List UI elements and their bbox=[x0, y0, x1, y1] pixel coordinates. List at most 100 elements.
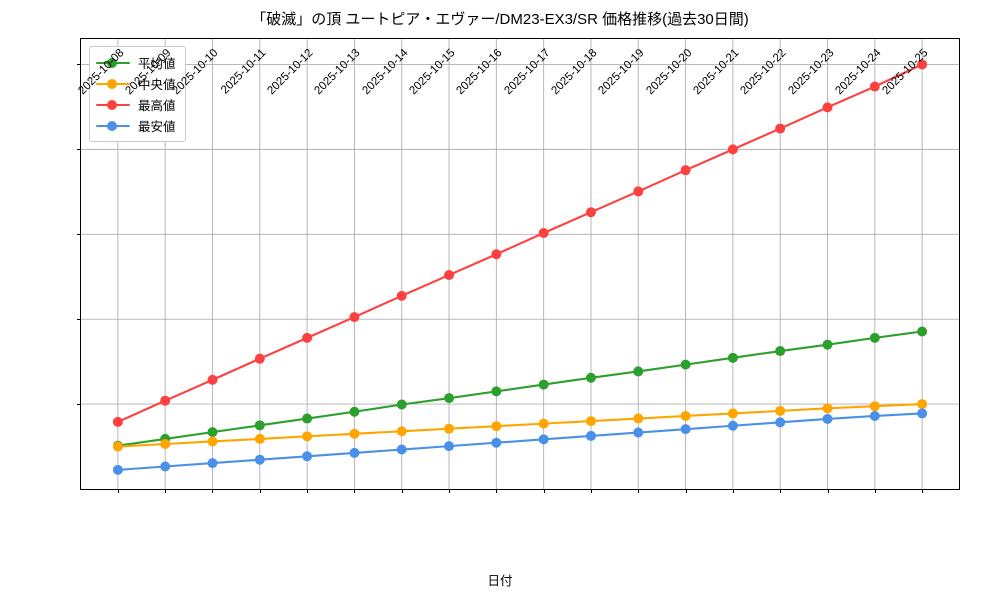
chart-legend[interactable]: 平均値中央値最高値最安値 bbox=[89, 46, 186, 142]
series-marker bbox=[822, 403, 833, 414]
series-marker bbox=[112, 441, 123, 452]
series-marker bbox=[869, 332, 880, 343]
series-marker bbox=[585, 372, 596, 383]
legend-marker-icon bbox=[96, 57, 130, 69]
x-axis-tick-mark bbox=[212, 489, 214, 493]
data-series-layer bbox=[112, 59, 928, 475]
series-marker bbox=[349, 428, 360, 439]
series-marker bbox=[538, 379, 549, 390]
series-marker bbox=[396, 290, 407, 301]
x-axis-tick-mark bbox=[922, 489, 924, 493]
series-marker bbox=[633, 413, 644, 424]
series-marker bbox=[349, 312, 360, 323]
x-axis-tick-mark bbox=[354, 489, 356, 493]
legend-label: 平均値 bbox=[138, 57, 176, 71]
series-marker bbox=[254, 433, 265, 444]
series-marker bbox=[254, 454, 265, 465]
series-marker bbox=[917, 408, 928, 419]
series-marker bbox=[349, 447, 360, 458]
series-marker bbox=[491, 386, 502, 397]
x-axis-tick-mark bbox=[732, 489, 734, 493]
series-marker bbox=[538, 228, 549, 239]
series-marker bbox=[491, 249, 502, 260]
series-marker bbox=[112, 416, 123, 427]
series-marker bbox=[538, 418, 549, 429]
x-axis-tick-mark bbox=[117, 489, 119, 493]
series-line bbox=[116, 63, 924, 423]
x-axis-tick-mark bbox=[496, 489, 498, 493]
series-marker bbox=[727, 408, 738, 419]
legend-item-4[interactable]: 最安値 bbox=[96, 115, 176, 136]
legend-marker-icon bbox=[96, 99, 130, 111]
series-marker bbox=[160, 395, 171, 406]
series-marker bbox=[822, 102, 833, 113]
x-axis-tick-mark bbox=[449, 489, 451, 493]
series-marker bbox=[869, 401, 880, 412]
y-axis-tick-mark bbox=[77, 234, 81, 236]
series-marker bbox=[444, 441, 455, 452]
series-marker bbox=[444, 270, 455, 281]
legend-item-2[interactable]: 中央値 bbox=[96, 73, 176, 94]
series-marker bbox=[254, 353, 265, 364]
series-line bbox=[116, 403, 924, 448]
legend-marker-icon bbox=[96, 78, 130, 90]
x-axis-label: 日付 bbox=[487, 574, 513, 588]
x-axis-tick-mark bbox=[165, 489, 167, 493]
series-marker bbox=[491, 421, 502, 432]
x-axis-tick-mark bbox=[780, 489, 782, 493]
x-axis-tick-mark bbox=[638, 489, 640, 493]
series-marker bbox=[302, 451, 313, 462]
x-axis-tick-mark bbox=[685, 489, 687, 493]
x-axis-tick-mark bbox=[827, 489, 829, 493]
series-marker bbox=[680, 165, 691, 176]
series-marker bbox=[396, 399, 407, 410]
series-marker bbox=[822, 413, 833, 424]
series-marker bbox=[160, 439, 171, 449]
x-axis-tick-mark bbox=[401, 489, 403, 493]
series-marker bbox=[633, 427, 644, 438]
series-marker bbox=[680, 359, 691, 370]
series-line bbox=[116, 330, 924, 447]
series-marker bbox=[680, 424, 691, 435]
series-marker bbox=[302, 332, 313, 343]
x-axis-tick-mark bbox=[874, 489, 876, 493]
legend-item-1[interactable]: 平均値 bbox=[96, 52, 176, 73]
series-marker bbox=[775, 346, 786, 357]
series-marker bbox=[207, 458, 218, 469]
series-marker bbox=[585, 416, 596, 427]
series-marker bbox=[822, 339, 833, 350]
series-marker bbox=[727, 420, 738, 431]
series-marker bbox=[775, 405, 786, 416]
legend-item-3[interactable]: 最高値 bbox=[96, 94, 176, 115]
series-marker bbox=[112, 464, 123, 475]
chart-title: 「破滅」の頂 ユートピア・エヴァー/DM23-EX3/SR 価格推移(過去30日… bbox=[251, 11, 749, 28]
series-marker bbox=[775, 123, 786, 134]
series-marker bbox=[585, 207, 596, 218]
series-marker bbox=[917, 399, 928, 410]
y-axis-tick-mark bbox=[77, 149, 81, 151]
y-axis-tick-mark bbox=[77, 319, 81, 321]
legend-label: 最安値 bbox=[138, 120, 176, 134]
x-axis-tick-mark bbox=[259, 489, 261, 493]
series-marker bbox=[207, 427, 218, 438]
legend-label: 最高値 bbox=[138, 99, 176, 113]
legend-marker-icon bbox=[96, 120, 130, 132]
legend-label: 中央値 bbox=[138, 78, 176, 92]
series-marker bbox=[917, 326, 928, 337]
series-line bbox=[116, 412, 924, 471]
series-marker bbox=[869, 410, 880, 421]
series-marker bbox=[302, 413, 313, 424]
series-marker bbox=[585, 430, 596, 441]
series-marker bbox=[633, 366, 644, 377]
series-marker bbox=[680, 410, 691, 421]
series-marker bbox=[444, 393, 455, 404]
series-marker bbox=[396, 426, 407, 437]
series-marker bbox=[917, 59, 928, 70]
series-marker bbox=[869, 81, 880, 92]
x-axis-tick-mark bbox=[307, 489, 309, 493]
y-axis-tick-mark bbox=[77, 64, 81, 66]
series-marker bbox=[207, 436, 218, 447]
series-marker bbox=[254, 420, 265, 431]
